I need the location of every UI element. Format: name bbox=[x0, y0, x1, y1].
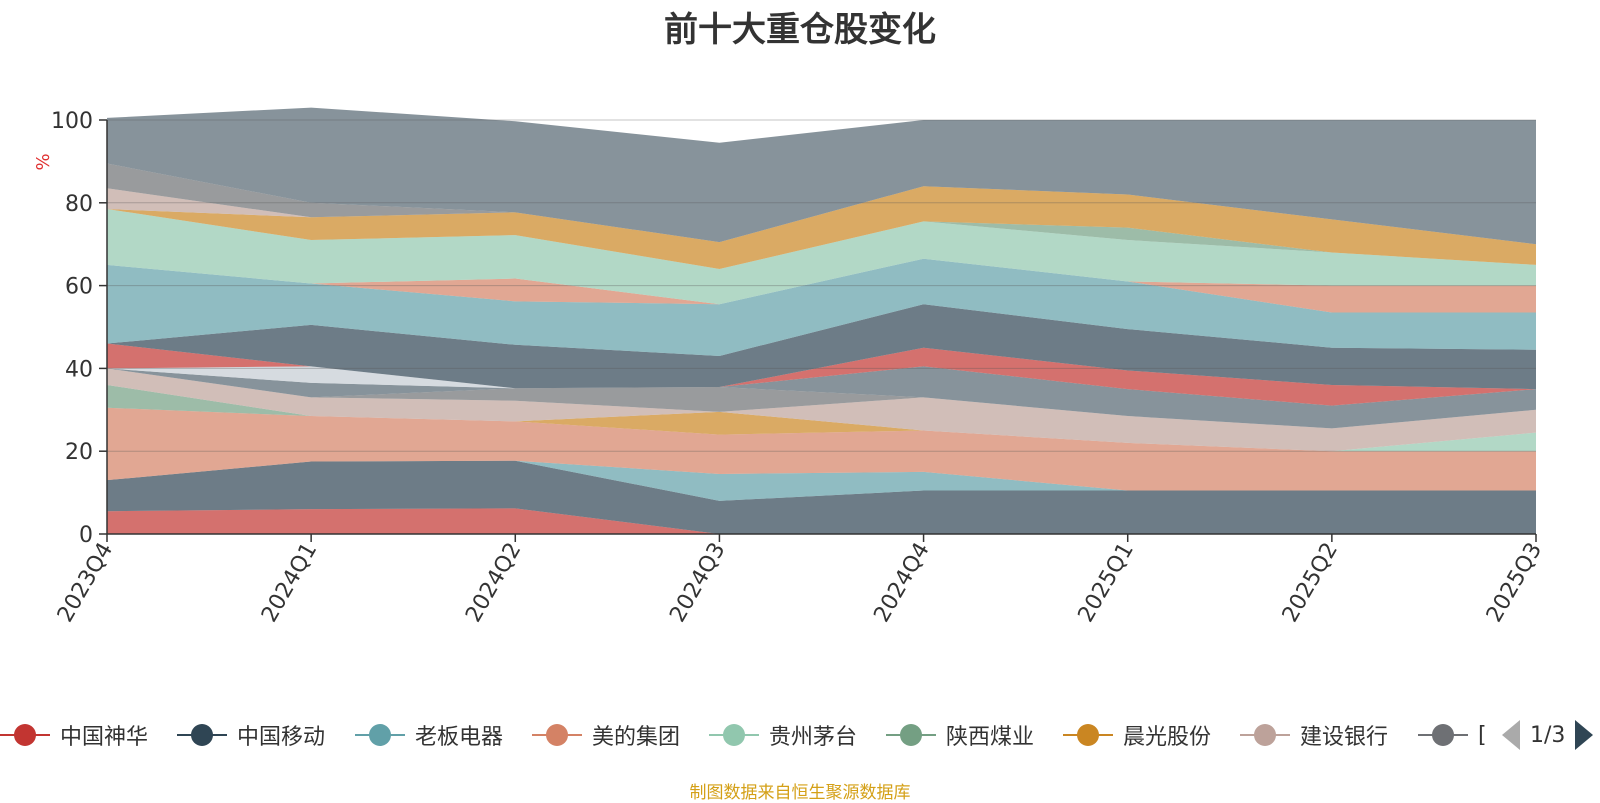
area-series-group bbox=[107, 107, 1536, 534]
area-series-9 bbox=[107, 368, 1536, 429]
legend-label: 美的集团 bbox=[592, 725, 681, 750]
area-series-18 bbox=[107, 186, 1536, 270]
chart-title: 前十大重仓股变化 bbox=[664, 10, 936, 50]
legend-item[interactable]: 美的集团 bbox=[532, 718, 680, 752]
grid-lines bbox=[107, 119, 1536, 452]
x-tick-label: 2024Q1 bbox=[257, 539, 322, 627]
legend-marker-icon bbox=[0, 718, 50, 752]
x-tick-label: 2025Q2 bbox=[1278, 539, 1343, 627]
legend-next-page-button[interactable] bbox=[1575, 720, 1594, 750]
area-series-11 bbox=[107, 366, 1536, 406]
legend-item[interactable]: 晨光股份 bbox=[1063, 718, 1211, 752]
legend-item[interactable]: 老板电器 bbox=[355, 718, 503, 752]
y-tick-label: 40 bbox=[65, 357, 93, 382]
area-series-2 bbox=[107, 460, 1536, 534]
area-series-15 bbox=[107, 258, 1536, 313]
area-series-8 bbox=[107, 368, 1536, 452]
y-tick-label: 100 bbox=[51, 109, 93, 134]
legend-pager: 1/3 bbox=[1498, 718, 1600, 752]
legend-label: 建设银行 bbox=[1300, 725, 1389, 750]
legend-page-indicator: 1/3 bbox=[1530, 722, 1566, 748]
legend-marker-icon bbox=[1240, 718, 1290, 752]
legend-label: 老板电器 bbox=[415, 725, 504, 750]
x-tick-label: 2025Q3 bbox=[1482, 539, 1547, 627]
area-series-14 bbox=[107, 258, 1536, 356]
y-tick-label: 0 bbox=[79, 523, 93, 548]
legend-label: 贵州茅台 bbox=[769, 725, 858, 750]
legend-marker-icon bbox=[1418, 718, 1468, 752]
legend-marker-icon bbox=[177, 718, 227, 752]
legend-label: 中国移动 bbox=[237, 725, 326, 750]
area-series-12 bbox=[107, 343, 1536, 406]
legend-item[interactable]: 中国移动 bbox=[177, 718, 325, 752]
legend-item[interactable]: 陕西煤业 bbox=[886, 718, 1034, 752]
y-tick-label: 20 bbox=[65, 440, 93, 465]
chart-legend: 中国神华 中国移动 老板电器 美的集团 贵州茅台 陕西煤业 晨光股份 建设银行 [ bbox=[0, 718, 1600, 752]
x-tick-label: 2024Q3 bbox=[665, 539, 730, 627]
legend-label: 陕西煤业 bbox=[946, 725, 1035, 750]
legend-label: [ bbox=[1478, 722, 1487, 748]
stacked-area-chart: 0 20 40 60 80 100% 2023Q4 2024Q1 2024Q2 2024Q3 202… bbox=[33, 107, 1547, 627]
legend-prev-page-button[interactable] bbox=[1502, 720, 1520, 750]
y-tick-label: 60 bbox=[65, 275, 93, 300]
area-series-16 bbox=[107, 209, 1536, 305]
area-series-13 bbox=[107, 304, 1536, 390]
y-tick-label: 80 bbox=[65, 192, 93, 217]
x-tick-label: 2025Q1 bbox=[1074, 539, 1139, 627]
area-series-21 bbox=[107, 107, 1536, 245]
legend-marker-icon bbox=[532, 718, 582, 752]
legend-item[interactable]: 建设银行 bbox=[1240, 718, 1388, 752]
legend-marker-icon bbox=[886, 718, 936, 752]
legend-item-partial[interactable]: [ bbox=[1418, 718, 1487, 752]
legend-marker-icon bbox=[355, 718, 405, 752]
y-axis-label: % bbox=[33, 153, 54, 170]
area-series-5 bbox=[107, 407, 1536, 452]
legend-label: 晨光股份 bbox=[1123, 725, 1212, 750]
area-series-10 bbox=[107, 366, 1536, 429]
legend-item[interactable]: 贵州茅台 bbox=[709, 718, 857, 752]
legend-marker-icon bbox=[1063, 718, 1113, 752]
x-tick-label: 2024Q2 bbox=[461, 539, 526, 627]
area-series-4 bbox=[107, 407, 1536, 491]
area-series-1 bbox=[107, 508, 1536, 534]
source-note: 制图数据来自恒生聚源数据库 bbox=[689, 783, 911, 803]
legend-label: 中国神华 bbox=[60, 725, 149, 750]
area-series-3 bbox=[107, 460, 1536, 501]
x-tick-label: 2024Q4 bbox=[869, 539, 934, 627]
x-tick-label: 2023Q4 bbox=[53, 539, 118, 627]
legend-marker-icon bbox=[709, 718, 759, 752]
legend-item[interactable]: 中国神华 bbox=[0, 718, 148, 752]
